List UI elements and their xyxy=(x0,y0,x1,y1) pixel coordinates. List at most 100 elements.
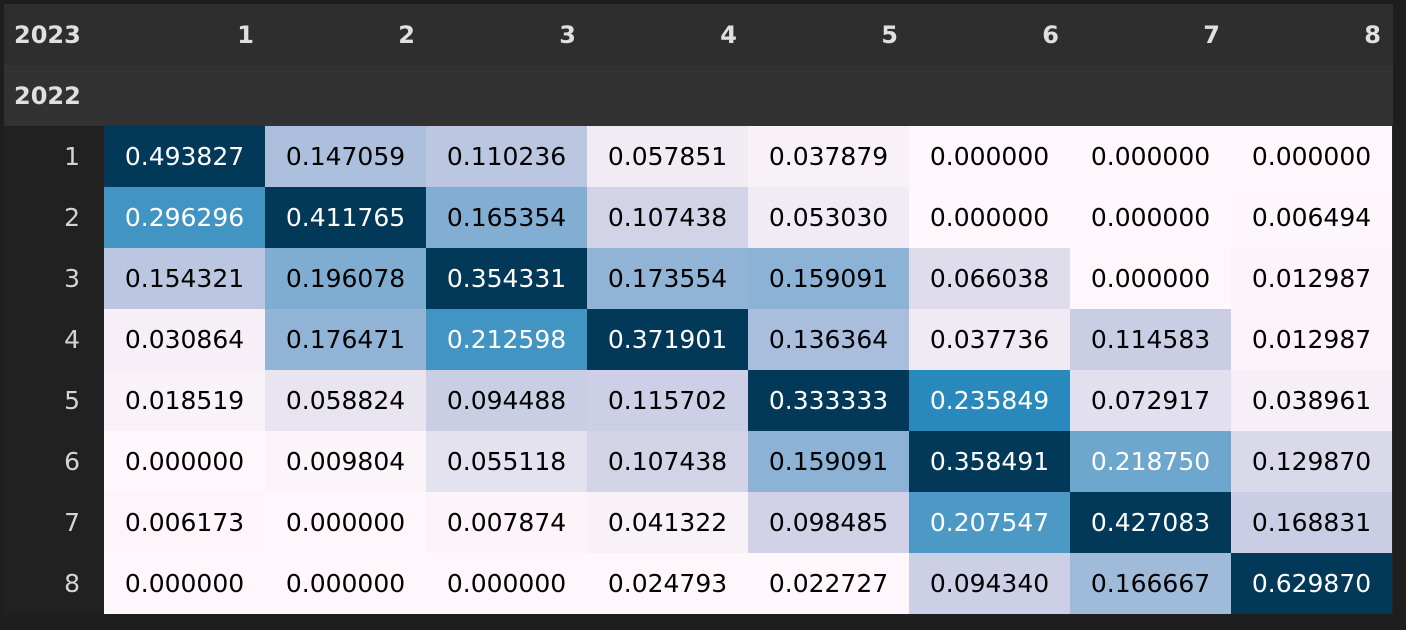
header-spacer xyxy=(1231,65,1392,126)
column-header: 8 xyxy=(1364,20,1381,49)
heatmap-cell: 0.196078 xyxy=(265,248,426,309)
heatmap-cell: 0.030864 xyxy=(104,309,265,370)
heatmap-cell: 0.057851 xyxy=(587,126,748,187)
header-spacer xyxy=(104,65,265,126)
heatmap-cell: 0.107438 xyxy=(587,187,748,248)
heatmap-cell: 0.212598 xyxy=(426,309,587,370)
heatmap-cell: 0.094340 xyxy=(909,553,1070,614)
heatmap-cell: 0.041322 xyxy=(587,492,748,553)
index-name-row: 2022 xyxy=(4,65,1393,126)
heatmap-cell: 0.094488 xyxy=(426,370,587,431)
heatmap-cell: 0.358491 xyxy=(909,431,1070,492)
column-header: 6 xyxy=(1042,20,1059,49)
heatmap-cell: 0.006173 xyxy=(104,492,265,553)
heatmap-cell: 0.012987 xyxy=(1231,309,1392,370)
column-header: 1 xyxy=(237,20,254,49)
heatmap-cell: 0.018519 xyxy=(104,370,265,431)
heatmap-cell: 0.000000 xyxy=(909,187,1070,248)
row-index: 2 xyxy=(4,187,104,248)
heatmap-cell: 0.235849 xyxy=(909,370,1070,431)
row-index: 7 xyxy=(4,492,104,553)
header-spacer xyxy=(748,65,909,126)
index-name: 2022 xyxy=(14,81,81,110)
heatmap-cell: 0.053030 xyxy=(748,187,909,248)
header-spacer xyxy=(587,65,748,126)
heatmap-cell: 0.000000 xyxy=(426,553,587,614)
heatmap-cell: 0.037879 xyxy=(748,126,909,187)
heatmap-cell: 0.354331 xyxy=(426,248,587,309)
header-spacer xyxy=(909,65,1070,126)
heatmap-cell: 0.166667 xyxy=(1070,553,1231,614)
heatmap-cell: 0.107438 xyxy=(587,431,748,492)
heatmap-cell: 0.629870 xyxy=(1231,553,1392,614)
heatmap-cell: 0.022727 xyxy=(748,553,909,614)
heatmap-cell: 0.072917 xyxy=(1070,370,1231,431)
heatmap-cell: 0.296296 xyxy=(104,187,265,248)
table-body: 1 0.493827 0.147059 0.110236 0.057851 0.03787… xyxy=(4,126,1393,614)
row-index: 1 xyxy=(4,126,104,187)
heatmap-cell: 0.055118 xyxy=(426,431,587,492)
heatmap-cell: 0.038961 xyxy=(1231,370,1392,431)
heatmap-cell: 0.000000 xyxy=(265,492,426,553)
heatmap-cell: 0.159091 xyxy=(748,248,909,309)
heatmap-cell: 0.129870 xyxy=(1231,431,1392,492)
heatmap-cell: 0.173554 xyxy=(587,248,748,309)
heatmap-cell: 0.165354 xyxy=(426,187,587,248)
heatmap-cell: 0.000000 xyxy=(104,553,265,614)
column-header: 4 xyxy=(720,20,737,49)
heatmap-cell: 0.115702 xyxy=(587,370,748,431)
heatmap-cell: 0.000000 xyxy=(104,431,265,492)
heatmap-cell: 0.000000 xyxy=(909,126,1070,187)
heatmap-cell: 0.493827 xyxy=(104,126,265,187)
table-row: 1 0.493827 0.147059 0.110236 0.057851 0.03787… xyxy=(4,126,1393,187)
header-spacer xyxy=(426,65,587,126)
column-header: 3 xyxy=(559,20,576,49)
heatmap-cell: 0.000000 xyxy=(265,553,426,614)
heatmap-cell: 0.218750 xyxy=(1070,431,1231,492)
row-index: 5 xyxy=(4,370,104,431)
table-row: 7 0.006173 0.000000 0.007874 0.041322 0.09848… xyxy=(4,492,1393,553)
heatmap-cell: 0.110236 xyxy=(426,126,587,187)
heatmap-cell: 0.012987 xyxy=(1231,248,1392,309)
heatmap-cell: 0.006494 xyxy=(1231,187,1392,248)
table-row: 5 0.018519 0.058824 0.094488 0.115702 0.33333… xyxy=(4,370,1393,431)
heatmap-cell: 0.024793 xyxy=(587,553,748,614)
heatmap-cell: 0.176471 xyxy=(265,309,426,370)
columns-name: 2023 xyxy=(14,20,81,49)
heatmap-cell: 0.371901 xyxy=(587,309,748,370)
header-spacer xyxy=(265,65,426,126)
row-index: 8 xyxy=(4,553,104,614)
heatmap-cell: 0.098485 xyxy=(748,492,909,553)
column-header: 2 xyxy=(398,20,415,49)
heatmap-cell: 0.147059 xyxy=(265,126,426,187)
heatmap-cell: 0.114583 xyxy=(1070,309,1231,370)
heatmap-cell: 0.136364 xyxy=(748,309,909,370)
heatmap-cell: 0.037736 xyxy=(909,309,1070,370)
heatmap-cell: 0.066038 xyxy=(909,248,1070,309)
heatmap-cell: 0.207547 xyxy=(909,492,1070,553)
table-row: 4 0.030864 0.176471 0.212598 0.371901 0.13636… xyxy=(4,309,1393,370)
heatmap-cell: 0.000000 xyxy=(1070,187,1231,248)
heatmap-cell: 0.009804 xyxy=(265,431,426,492)
heatmap-cell: 0.159091 xyxy=(748,431,909,492)
table-row: 3 0.154321 0.196078 0.354331 0.173554 0.15909… xyxy=(4,248,1393,309)
heatmap-cell: 0.000000 xyxy=(1070,126,1231,187)
row-index: 4 xyxy=(4,309,104,370)
table-row: 8 0.000000 0.000000 0.000000 0.024793 0.02272… xyxy=(4,553,1393,614)
heatmap-cell: 0.411765 xyxy=(265,187,426,248)
row-index: 3 xyxy=(4,248,104,309)
column-header: 7 xyxy=(1203,20,1220,49)
heatmap-cell: 0.427083 xyxy=(1070,492,1231,553)
heatmap-cell: 0.333333 xyxy=(748,370,909,431)
heatmap-cell: 0.007874 xyxy=(426,492,587,553)
row-index: 6 xyxy=(4,431,104,492)
heatmap-cell: 0.154321 xyxy=(104,248,265,309)
heatmap-cell: 0.058824 xyxy=(265,370,426,431)
heatmap-cell: 0.168831 xyxy=(1231,492,1392,553)
heatmap-cell: 0.000000 xyxy=(1070,248,1231,309)
column-header-row: 2023 1 2 3 4 5 6 7 8 xyxy=(4,4,1393,65)
column-header: 5 xyxy=(881,20,898,49)
header-spacer xyxy=(1070,65,1231,126)
table-row: 6 0.000000 0.009804 0.055118 0.107438 0.15909… xyxy=(4,431,1393,492)
